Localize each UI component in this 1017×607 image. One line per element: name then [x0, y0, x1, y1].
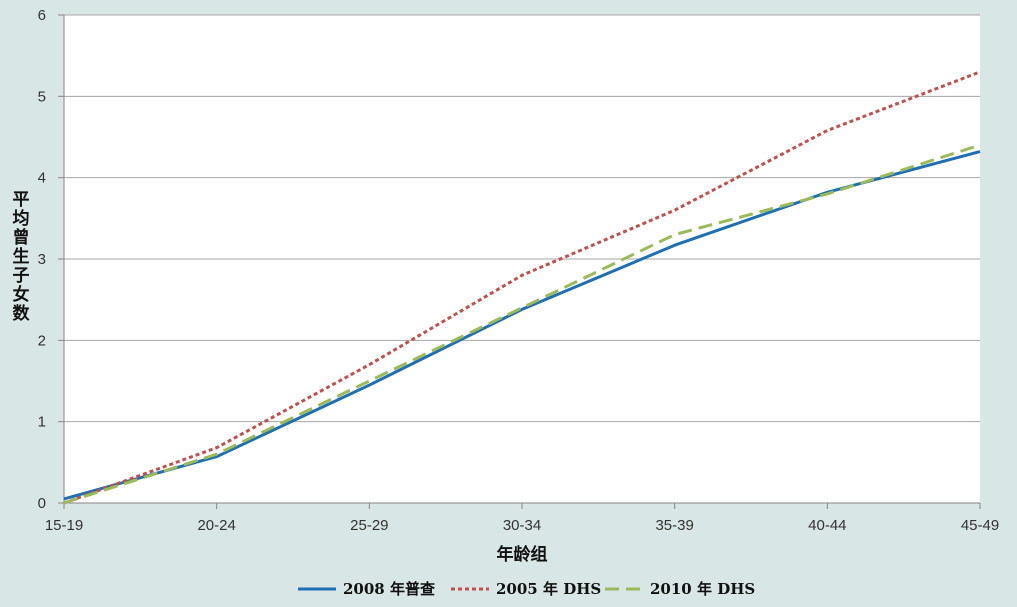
- series-line-1: [63, 150, 981, 501]
- y-axis-title-char: 曾: [13, 227, 30, 248]
- y-tick-label: 3: [38, 251, 46, 268]
- x-tick-label: 35-39: [655, 517, 693, 534]
- grid-lines: [64, 14, 980, 423]
- y-axis-title-char: 平: [13, 190, 30, 210]
- legend-label-3: 2010 年 DHS: [650, 580, 755, 598]
- y-tick-label: 6: [38, 7, 46, 24]
- y-axis-title-char: 均: [13, 208, 30, 229]
- legend: 2008 年普查 2005 年 DHS 2010 年 DHS: [298, 580, 755, 598]
- x-tick-label: 25-29: [350, 517, 388, 534]
- y-tick-label: 5: [38, 88, 46, 105]
- series-lines: [63, 70, 981, 505]
- y-axis-title-char: 子: [13, 266, 30, 286]
- legend-label-1: 2008 年普查: [343, 580, 436, 598]
- series-line-2: [63, 70, 981, 505]
- series-line-3: [63, 143, 981, 505]
- tick-labels: 0 1 2 3 4 5 6 15-19 20-24 25-29 30-34 35-39 40-44 45-…: [38, 7, 1000, 534]
- x-tick-label: 15-19: [45, 517, 83, 534]
- x-tick-label: 45-49: [961, 517, 999, 534]
- y-tick-label: 2: [38, 332, 46, 349]
- x-tick-label: 20-24: [197, 517, 235, 534]
- x-axis-title: 年龄组: [497, 544, 548, 565]
- y-axis-title-char: 数: [13, 303, 31, 324]
- y-tick-label: 1: [38, 414, 46, 431]
- y-tick-label: 0: [38, 495, 46, 512]
- y-tick-label: 4: [38, 170, 46, 187]
- x-tick-label: 40-44: [808, 517, 846, 534]
- y-axis-title-char: 生: [13, 246, 30, 267]
- axes: [58, 14, 981, 509]
- x-tick-label: 30-34: [503, 517, 541, 534]
- y-axis-title-char: 女: [13, 284, 30, 305]
- legend-label-2: 2005 年 DHS: [496, 580, 601, 598]
